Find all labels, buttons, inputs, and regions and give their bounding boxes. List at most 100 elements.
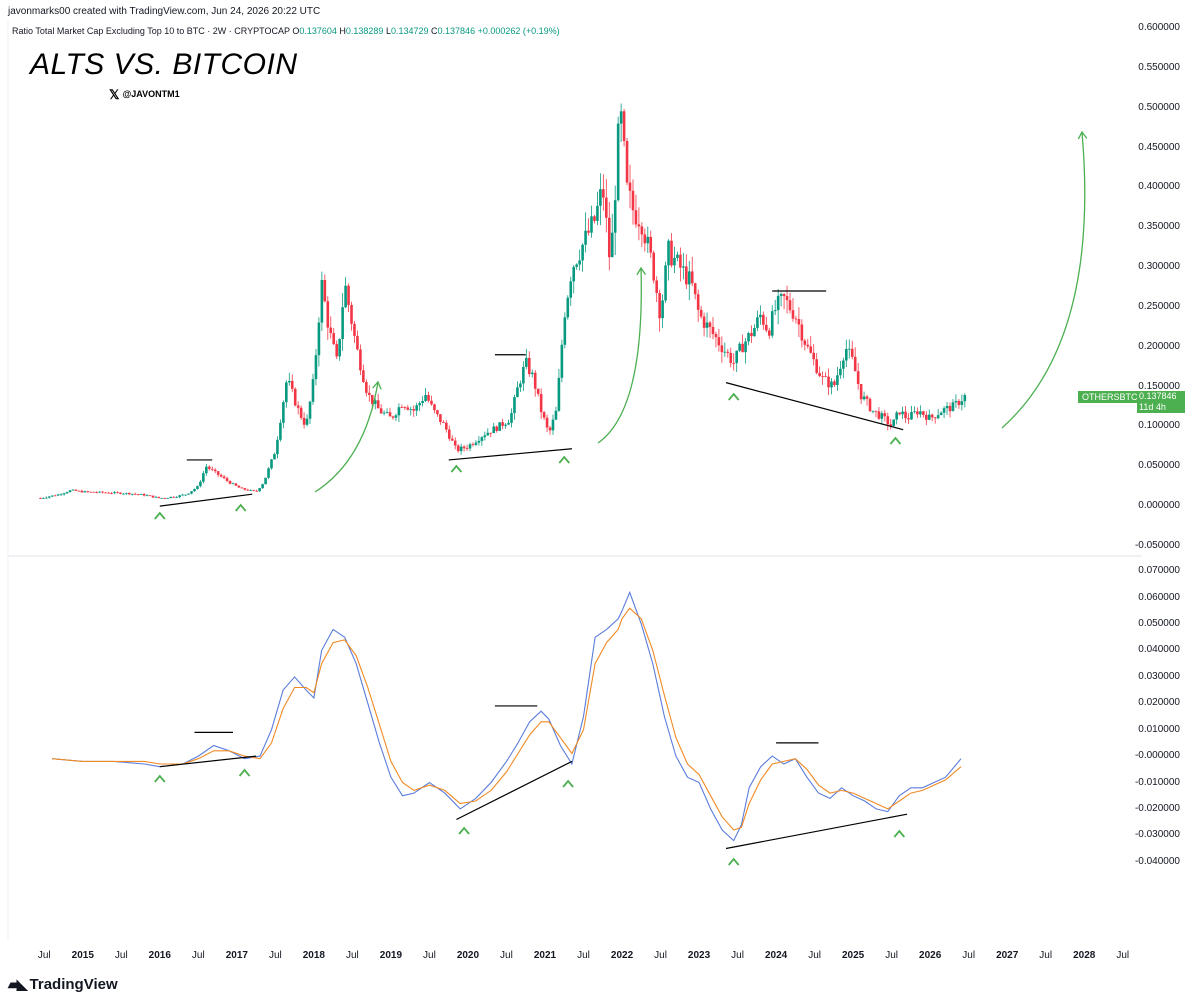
candle-body bbox=[86, 491, 90, 493]
candle-body bbox=[486, 432, 490, 436]
candle-body bbox=[898, 412, 901, 415]
tradingview-logo[interactable]: ▰◣ TradingView bbox=[8, 976, 118, 993]
candle-body bbox=[71, 489, 75, 491]
price-tick-label: 0.250000 bbox=[1138, 300, 1180, 312]
candle-body bbox=[581, 244, 584, 261]
candle-body bbox=[187, 493, 190, 495]
candle-body bbox=[557, 377, 561, 411]
candle-body bbox=[602, 189, 605, 198]
time-tick-label: 2015 bbox=[71, 950, 94, 961]
candle-body bbox=[572, 266, 576, 282]
candle-body bbox=[658, 292, 661, 319]
candle-body bbox=[202, 473, 205, 482]
candle-body bbox=[53, 495, 57, 497]
candle-body bbox=[714, 334, 718, 338]
candle-body bbox=[593, 216, 596, 221]
time-tick-label: 2018 bbox=[302, 950, 325, 961]
candle-body bbox=[563, 317, 567, 345]
candle-body bbox=[92, 491, 96, 493]
candle-body bbox=[382, 412, 386, 414]
candle-body bbox=[178, 495, 181, 498]
candle-body bbox=[447, 429, 451, 439]
candle-body bbox=[904, 411, 907, 419]
candle-body bbox=[765, 324, 768, 331]
candle-body bbox=[323, 280, 327, 302]
candle-body bbox=[98, 491, 101, 493]
candle-body bbox=[682, 266, 685, 268]
candle-body bbox=[255, 490, 258, 492]
candle-body bbox=[717, 337, 721, 346]
candle-body bbox=[788, 300, 792, 311]
candle-body bbox=[690, 271, 694, 284]
candle-body bbox=[536, 388, 540, 394]
candle-body bbox=[960, 401, 964, 405]
candle-body bbox=[744, 341, 747, 353]
candle-body bbox=[113, 492, 116, 494]
candle-body bbox=[439, 414, 442, 423]
price-tick-label: 0.500000 bbox=[1138, 101, 1180, 113]
candle-body bbox=[919, 411, 922, 415]
price-tick-label: -0.050000 bbox=[1134, 540, 1180, 551]
candle-body bbox=[326, 301, 330, 328]
candle-body bbox=[296, 405, 300, 408]
candle-body bbox=[480, 437, 484, 441]
candle-body bbox=[175, 497, 178, 498]
candle-body bbox=[285, 382, 288, 403]
candle-body bbox=[815, 359, 818, 373]
bottom-caret bbox=[235, 503, 247, 512]
bottom-caret bbox=[154, 511, 166, 520]
oscillator-tick-label: 0.060000 bbox=[1138, 591, 1180, 603]
candle-body bbox=[726, 351, 730, 353]
candle-body bbox=[477, 440, 481, 443]
oscillator-tick-label: 0.040000 bbox=[1138, 644, 1180, 656]
candle-body bbox=[282, 402, 285, 423]
candle-body bbox=[797, 319, 801, 325]
candle-body bbox=[842, 360, 845, 369]
candle-body bbox=[530, 372, 534, 375]
high-value: 0.138289 bbox=[345, 26, 384, 36]
candle-body bbox=[397, 407, 401, 416]
candle-body bbox=[625, 141, 629, 183]
open-value: 0.137604 bbox=[299, 26, 337, 36]
candle-body bbox=[504, 424, 507, 426]
candle-body bbox=[273, 454, 276, 460]
candle-body bbox=[913, 411, 916, 413]
candle-body bbox=[68, 490, 72, 493]
candle-body bbox=[664, 265, 667, 301]
symbol-name: Ratio Total Market Cap Excluding Top 10 … bbox=[12, 26, 290, 36]
candle-body bbox=[50, 495, 54, 497]
candle-body bbox=[127, 492, 131, 495]
candle-body bbox=[329, 327, 333, 334]
candle-body bbox=[287, 380, 291, 383]
time-tick-label: 2024 bbox=[764, 950, 788, 961]
candle-body bbox=[673, 257, 676, 266]
candle-body bbox=[649, 236, 653, 253]
candle-body bbox=[468, 444, 472, 449]
candle-body bbox=[365, 381, 368, 393]
candle-body bbox=[267, 468, 270, 478]
change-value: +0.000262 (+0.19%) bbox=[477, 26, 560, 36]
candle-body bbox=[865, 396, 869, 399]
price-tick-label: 0.000000 bbox=[1138, 500, 1180, 512]
candle-body bbox=[453, 440, 457, 446]
candle-body bbox=[578, 260, 581, 265]
candle-body bbox=[596, 205, 599, 221]
candle-body bbox=[705, 322, 709, 328]
candle-body bbox=[930, 414, 934, 418]
candle-body bbox=[702, 316, 706, 328]
candle-body bbox=[750, 333, 753, 337]
time-tick-label: 2016 bbox=[148, 950, 171, 961]
candle-body bbox=[670, 240, 673, 266]
candle-body bbox=[388, 412, 392, 417]
candle-body bbox=[427, 394, 430, 401]
candle-body bbox=[181, 494, 184, 496]
time-tick-label: 2027 bbox=[996, 950, 1019, 961]
candle-body bbox=[584, 230, 587, 245]
candle-body bbox=[762, 314, 765, 325]
candle-body bbox=[207, 466, 211, 469]
candle-body bbox=[148, 495, 152, 497]
price-tick-label: 0.100000 bbox=[1138, 420, 1180, 432]
candle-body bbox=[222, 476, 226, 479]
candle-body bbox=[489, 432, 493, 434]
